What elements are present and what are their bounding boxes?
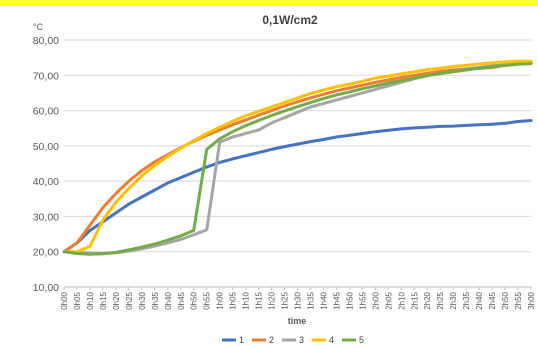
x-tick-label: 3h00	[527, 291, 536, 309]
x-tick-label: 1h20	[268, 291, 277, 309]
x-tick-label: 0h30	[138, 291, 147, 309]
x-tick-label: 2h15	[410, 291, 419, 309]
x-tick-label: 0h05	[73, 291, 82, 309]
legend: 1 2 3 4 5	[222, 335, 364, 345]
x-tick-label: 2h35	[462, 291, 471, 309]
x-tick-label: 2h10	[397, 291, 406, 309]
x-tick-label: 1h55	[358, 291, 367, 309]
x-tick-label: 0h50	[190, 291, 199, 309]
x-tick-label: 1h45	[332, 291, 341, 309]
x-tick-label: 2h00	[371, 291, 380, 309]
legend-label-1: 1	[239, 335, 244, 345]
y-tick-label: 30,00	[33, 211, 59, 223]
x-tick-label: 1h25	[281, 291, 290, 309]
x-tick-label: 0h40	[164, 291, 173, 309]
x-tick-label: 0h55	[203, 291, 212, 309]
y-tick-label: 80,00	[33, 35, 59, 47]
y-tick-label: 50,00	[33, 141, 59, 153]
x-tick-label: 2h05	[384, 291, 393, 309]
legend-label-5: 5	[359, 335, 364, 345]
y-tick-label: 40,00	[33, 176, 59, 188]
series-1-line	[62, 119, 533, 254]
x-tick-label: 1h10	[242, 291, 251, 309]
y-tick-label: 60,00	[33, 106, 59, 118]
series-2-line	[62, 61, 533, 254]
x-tick-label: 2h45	[488, 291, 497, 309]
x-axis-ticks: 0h00 0h05 0h10 0h15 0h20 0h25 0h30 0h35 0h40 0h45…	[60, 287, 536, 310]
series-lines	[62, 59, 533, 256]
y-tick-label: 70,00	[33, 70, 59, 82]
series-4-line	[62, 59, 533, 254]
legend-label-2: 2	[269, 335, 274, 345]
x-tick-label: 1h30	[294, 291, 303, 309]
y-axis-ticks: 10,00 20,00 30,00 40,00 50,00 60,00 70,00 80,00	[33, 35, 59, 294]
chart-title: 0,1W/cm2	[262, 13, 318, 27]
highlight-banner	[0, 0, 538, 6]
series-5-line	[62, 62, 533, 256]
legend-label-4: 4	[329, 335, 334, 345]
x-tick-label: 0h15	[99, 291, 108, 309]
x-tick-label: 0h35	[151, 291, 160, 309]
y-tick-label: 10,00	[33, 282, 59, 294]
series-3-line	[62, 61, 533, 255]
x-axis-label: time	[288, 316, 307, 326]
x-tick-label: 0h20	[112, 291, 121, 309]
x-tick-label: 2h30	[449, 291, 458, 309]
x-tick-label: 2h25	[436, 291, 445, 309]
x-tick-label: 2h55	[514, 291, 523, 309]
x-tick-label: 1h35	[306, 291, 315, 309]
x-tick-label: 0h10	[86, 291, 95, 309]
x-tick-label: 1h40	[319, 291, 328, 309]
x-tick-label: 1h00	[216, 291, 225, 309]
x-tick-label: 0h45	[177, 291, 186, 309]
y-tick-label: 20,00	[33, 247, 59, 259]
x-tick-label: 0h25	[125, 291, 134, 309]
x-tick-label: 2h50	[501, 291, 510, 309]
x-tick-label: 1h15	[255, 291, 264, 309]
x-tick-label: 2h20	[423, 291, 432, 309]
y-axis-unit: °C	[33, 22, 44, 32]
x-tick-label: 0h00	[60, 291, 69, 309]
x-tick-label: 1h50	[345, 291, 354, 309]
x-tick-label: 2h40	[475, 291, 484, 309]
x-tick-label: 1h05	[229, 291, 238, 309]
legend-label-3: 3	[299, 335, 304, 345]
